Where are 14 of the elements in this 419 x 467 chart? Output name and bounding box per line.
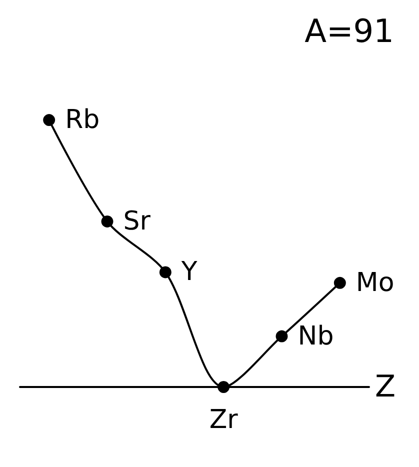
annotation: Sr — [123, 206, 151, 236]
point — [101, 215, 114, 228]
annotation: Y — [180, 257, 198, 288]
point — [43, 114, 56, 126]
x-axis-title: Z — [375, 370, 396, 404]
annotation: Nb — [298, 321, 334, 352]
point — [218, 381, 230, 393]
text: Zr — [209, 405, 238, 435]
chart-title: A=91 — [304, 12, 394, 50]
point — [276, 330, 288, 342]
point — [334, 276, 346, 289]
point — [159, 266, 172, 278]
annotation: Mo — [356, 268, 394, 298]
annotation: Rb — [65, 105, 100, 136]
